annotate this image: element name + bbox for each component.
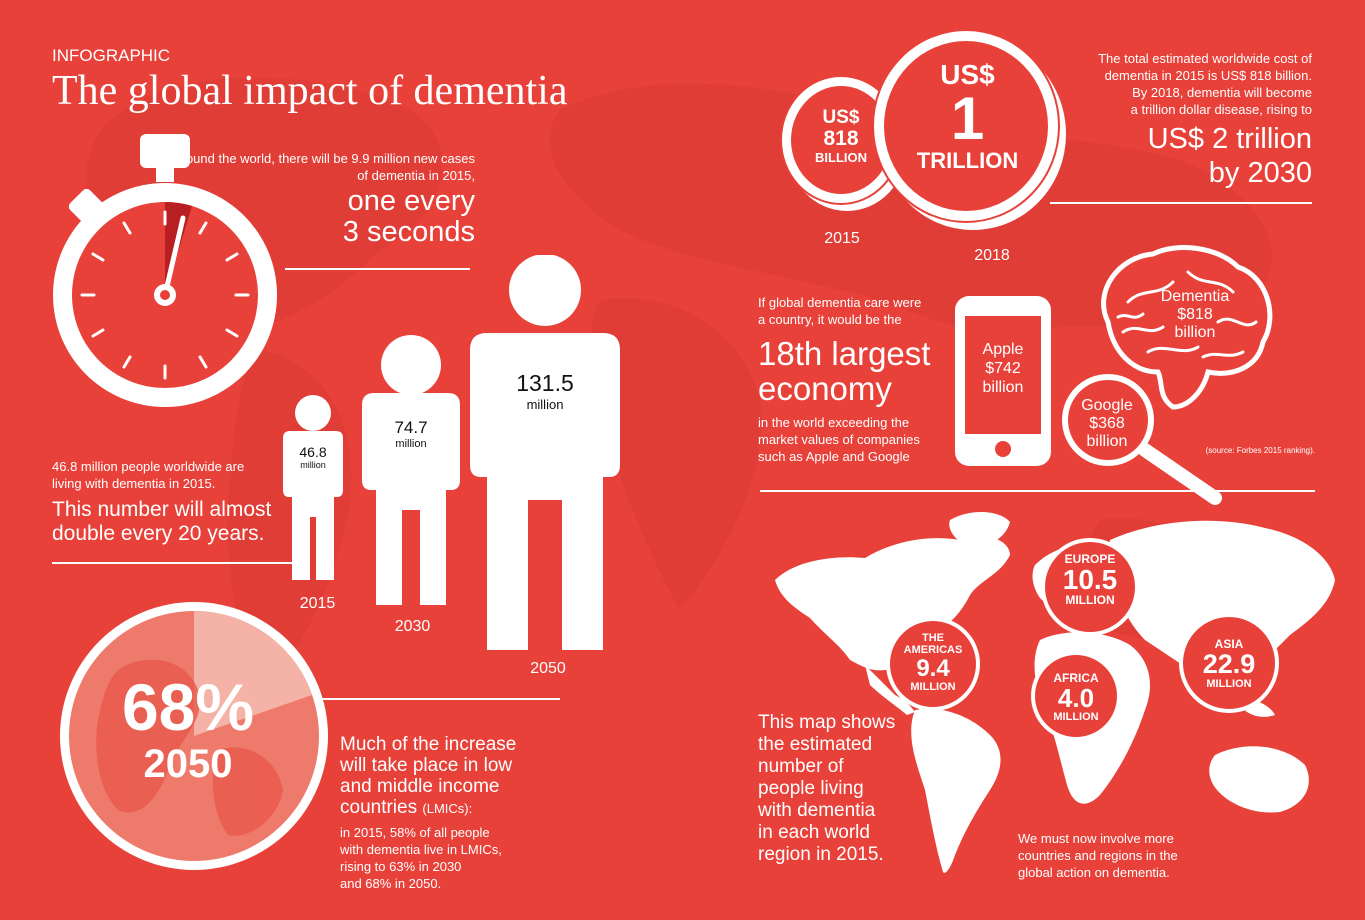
divider — [290, 698, 560, 700]
map-action-2: countries and regions in the — [1018, 848, 1178, 863]
region-americas-value: 9.4 — [916, 655, 950, 682]
apple-line1: Apple — [982, 341, 1024, 358]
map-desc-3: number of — [758, 756, 844, 777]
lmics-abbr: (LMICs): — [422, 801, 473, 816]
region-bubble-americas — [886, 617, 980, 711]
people-2015-value: 46.8 — [299, 444, 327, 460]
economy-after-1: in the world exceeding the — [758, 415, 910, 430]
people-2015-unit: million — [300, 460, 326, 470]
people-2050-value: 131.5 — [516, 370, 574, 396]
coin-big-line3: TRILLION — [916, 148, 1019, 173]
region-bubble-europe — [1041, 538, 1139, 636]
divider — [52, 562, 292, 564]
magnifier-icon — [1062, 374, 1222, 505]
economy-intro-2: a country, it would be the — [758, 312, 902, 327]
cost-text-3: By 2018, dementia will become — [1132, 85, 1312, 100]
people-text-2: living with dementia in 2015. — [52, 476, 216, 491]
region-bubble-asia — [1179, 613, 1279, 713]
apple-line3: billion — [982, 379, 1024, 396]
map-action-1: We must now involve more — [1018, 831, 1174, 846]
brain-icon — [1101, 245, 1273, 410]
region-africa-value: 4.0 — [1057, 683, 1095, 713]
lmics-big-1: Much of the increase — [340, 734, 517, 755]
map-desc-2: the estimated — [758, 734, 873, 755]
page-title: The global impact of dementia — [52, 68, 568, 114]
economy-after-2: market values of companies — [758, 432, 920, 447]
region-asia-value: 22.9 — [1202, 649, 1256, 679]
dementia-line2: $818 — [1177, 306, 1213, 323]
region-europe-name: EUROPE — [1064, 552, 1116, 566]
globe-icon — [60, 602, 328, 870]
new-cases-text: Around the world, there will be 9.9 mill… — [172, 151, 475, 183]
coin-big-line2: 1 — [950, 85, 985, 152]
region-americas-name-1: THE — [922, 632, 944, 644]
coin-big-line1: US$ — [940, 59, 995, 90]
people-2030-value: 74.7 — [394, 418, 428, 437]
coin-small-line2: 818 — [823, 127, 859, 150]
dementia-line3: billion — [1174, 324, 1216, 341]
new-cases-highlight-2: 3 seconds — [342, 216, 475, 248]
cost-text-2: dementia in 2015 is US$ 818 billion. — [1104, 68, 1312, 83]
globe-year: 2050 — [143, 742, 233, 786]
globe-percent: 68% — [121, 670, 255, 744]
map-desc-4: people living — [758, 778, 864, 799]
stopwatch-icon — [53, 134, 277, 407]
region-europe-value: 10.5 — [1062, 564, 1118, 595]
economy-intro-1: If global dementia care were — [758, 295, 922, 310]
people-2015-year: 2015 — [299, 595, 336, 612]
phone-icon — [955, 296, 1051, 466]
economy-after-3: such as Apple and Google — [758, 449, 910, 464]
lmics-big-2: will take place in low — [340, 755, 513, 776]
people-2030-year: 2030 — [394, 618, 431, 635]
google-line3: billion — [1086, 433, 1128, 450]
economy-big-2: economy — [758, 370, 892, 407]
google-line2: $368 — [1089, 415, 1125, 432]
apple-line2: $742 — [985, 360, 1021, 377]
region-asia-name: ASIA — [1214, 637, 1244, 651]
region-americas-name-2: AMERICAS — [903, 644, 963, 656]
cost-highlight-2: by 2030 — [1208, 157, 1312, 189]
region-americas-unit: MILLION — [910, 681, 956, 693]
lmics-big-4: countries — [340, 797, 418, 818]
map-desc-6: in each world — [758, 822, 870, 843]
source-note: (source: Forbes 2015 ranking). — [1205, 446, 1315, 455]
people-figures — [283, 255, 620, 650]
region-europe-unit: MILLION — [1065, 593, 1115, 607]
cost-text-4: a trillion dollar disease, rising to — [1130, 102, 1312, 117]
divider — [760, 490, 1315, 492]
lmics-small-1: in 2015, 58% of all people — [340, 825, 490, 840]
map-desc-7: region in 2015. — [758, 844, 884, 865]
cost-highlight-1: US$ 2 trillion — [1147, 123, 1312, 155]
divider — [1050, 202, 1312, 204]
map-desc-5: with dementia — [758, 800, 876, 821]
region-bubble-africa — [1031, 651, 1121, 741]
coins-icon — [780, 29, 1066, 230]
coin-big-year: 2018 — [974, 247, 1010, 264]
lmics-small-3: rising to 63% in 2030 — [340, 859, 462, 874]
coin-small-line1: US$ — [822, 107, 860, 128]
people-2030-unit: million — [395, 438, 427, 450]
new-cases-highlight-1: one every — [347, 185, 475, 217]
people-text-1: 46.8 million people worldwide are — [52, 459, 245, 474]
economy-big-1: 18th largest — [758, 335, 931, 372]
coin-small-line3: BILLION — [815, 150, 867, 165]
region-africa-name: AFRICA — [1053, 671, 1099, 685]
divider — [285, 268, 470, 270]
region-africa-unit: MILLION — [1053, 711, 1099, 723]
map-desc-1: This map shows — [758, 712, 896, 733]
google-line1: Google — [1081, 397, 1133, 414]
map-action-3: global action on dementia. — [1018, 865, 1170, 880]
lmics-small-4: and 68% in 2050. — [340, 876, 442, 891]
coin-small-year: 2015 — [824, 230, 860, 247]
dementia-line1: Dementia — [1160, 288, 1230, 305]
region-asia-unit: MILLION — [1206, 678, 1252, 690]
people-highlight-2: double every 20 years. — [52, 522, 265, 545]
lmics-small-2: with dementia live in LMICs, — [340, 842, 502, 857]
infographic-kicker: INFOGRAPHIC — [52, 46, 171, 65]
cost-text-1: The total estimated worldwide cost of — [1098, 51, 1312, 66]
people-highlight-1: This number will almost — [52, 498, 272, 521]
people-2050-unit: million — [526, 397, 564, 412]
people-2050-year: 2050 — [530, 660, 566, 677]
lmics-big-3: and middle income — [340, 776, 500, 797]
